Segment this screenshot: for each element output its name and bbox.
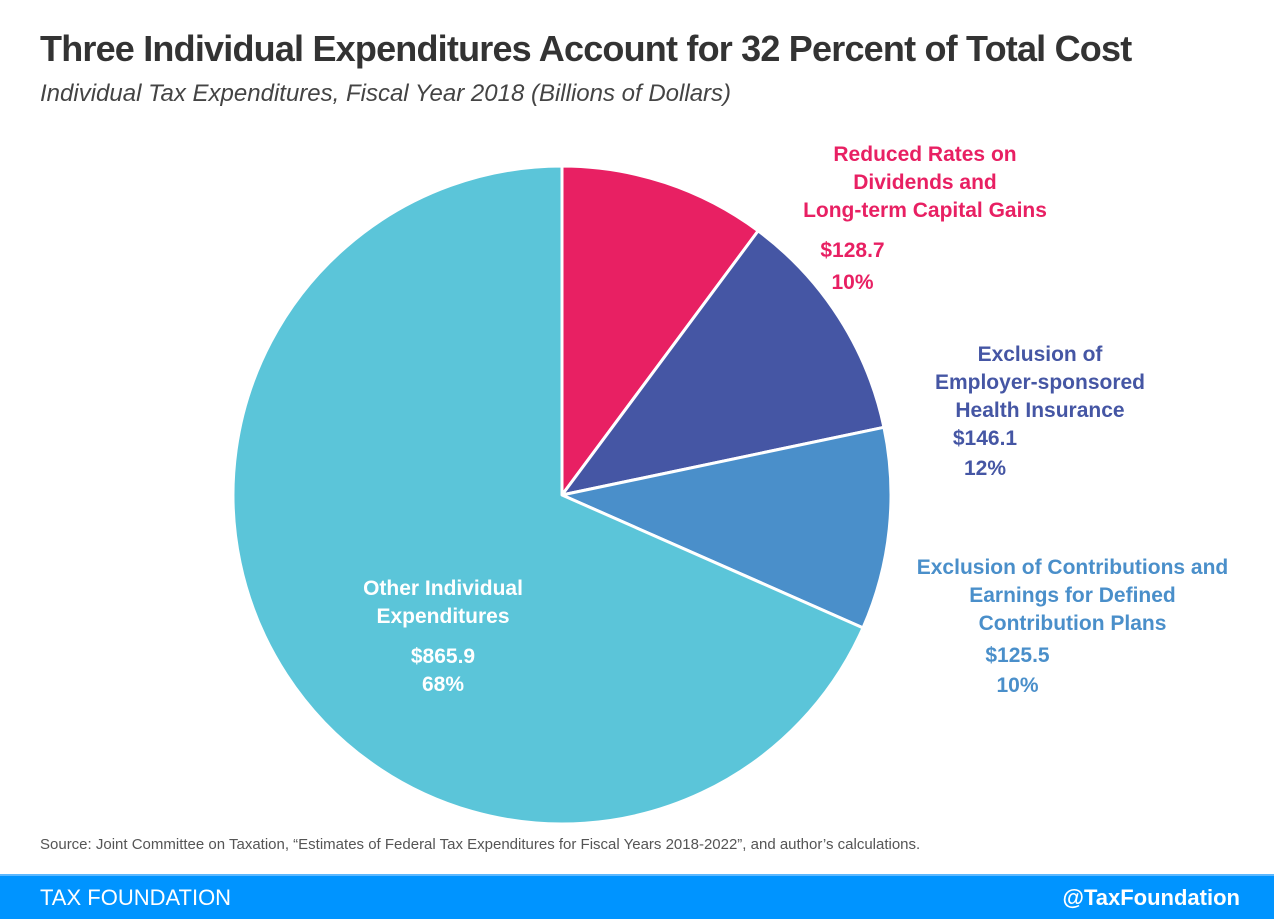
source-note: Source: Joint Committee on Taxation, “Es…: [40, 836, 921, 853]
slice-value: $128.7: [820, 239, 885, 262]
slice-percent: 12%: [963, 457, 1007, 480]
slice-value: $125.5: [985, 644, 1050, 667]
pie-slice-3: [231, 164, 865, 826]
slice-value: $146.1: [952, 427, 1018, 450]
pie-slice-0: [560, 164, 760, 497]
pie-slice-1: [560, 229, 886, 497]
chart-subtitle: Individual Tax Expenditures, Fiscal Year…: [40, 80, 732, 107]
footer-brand: TAX FOUNDATION: [40, 885, 232, 910]
pie-slice-2: [560, 425, 893, 630]
slice-value: $865.9: [410, 645, 476, 668]
slice-label-dividends: Reduced Rates on Dividends and Long-term…: [800, 141, 1050, 297]
slice-label-contribution-plans: Exclusion of Contributions and Earnings …: [900, 554, 1245, 700]
chart-title: Three Individual Expenditures Account fo…: [40, 28, 1132, 69]
slice-label-other: Other Individual Expenditures $865.9 68%: [318, 575, 568, 699]
slice-percent: 10%: [996, 674, 1039, 697]
footer-bar: TAX FOUNDATION @TaxFoundation: [0, 874, 1274, 919]
slice-percent: 10%: [831, 271, 874, 294]
footer-handle[interactable]: @TaxFoundation: [1062, 885, 1240, 910]
slice-label-health-insurance: Exclusion of Employer-sponsored Health I…: [910, 341, 1170, 483]
slice-percent: 68%: [421, 673, 465, 696]
